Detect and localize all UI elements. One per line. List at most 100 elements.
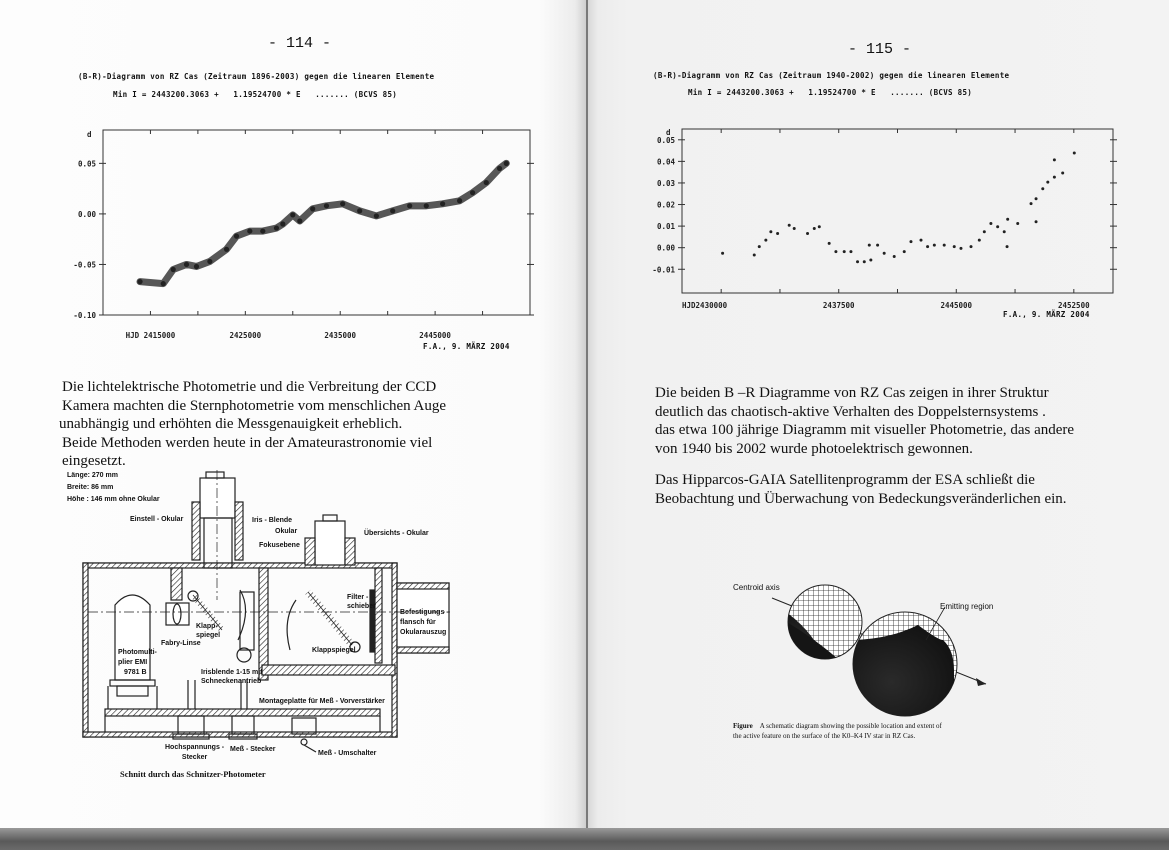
label-fokusebene: Fokusebene: [259, 542, 300, 549]
data-point: [1041, 187, 1045, 191]
text-line: das etwa 100 jährige Diagramm mit visuel…: [655, 422, 1075, 439]
text-line: Die lichtelektrische Photometrie und die…: [62, 379, 437, 395]
y-tick-label: -0.10: [73, 311, 96, 320]
dimension-length: Länge: 270 mm: [67, 472, 118, 479]
label-line: Stecker: [181, 754, 208, 761]
uebersichts-okular-tube: [314, 520, 346, 566]
text-line: Kamera machten die Sternphotometrie vom …: [62, 397, 447, 414]
data-point: [1061, 171, 1065, 175]
data-point: [776, 231, 780, 235]
label-line: flansch für: [400, 619, 436, 626]
data-point: [496, 165, 503, 172]
data-point: [273, 225, 280, 231]
text-line: Beide Methoden werden heute in der Amate…: [62, 434, 433, 451]
data-point: [469, 190, 476, 196]
montageplatte: [104, 708, 381, 717]
data-point: [862, 260, 866, 264]
star-surface-figure: [771, 584, 987, 717]
data-point: [170, 266, 176, 273]
br-chart-left: HJD 2415000 2425000 2435000 2445000 0.05 0.00…: [73, 129, 534, 340]
page-number-left: - 114 -: [268, 35, 332, 52]
label-line: spiegel: [196, 632, 221, 639]
data-point: [752, 253, 756, 257]
label-centroid-axis: Centroid axis: [733, 583, 780, 592]
data-point: [842, 250, 846, 254]
data-point: [942, 243, 946, 247]
body-text-left: Die lichtelektrische Photometrie und die…: [59, 378, 447, 471]
text-line: Die beiden B –R Diagramme von RZ Cas zei…: [655, 385, 1049, 401]
data-point: [892, 255, 896, 259]
label-hochspannungs-stecker: Hochspannungs - Stecker: [165, 743, 224, 763]
label-klappspiegel-right: Klappspiegel: [312, 647, 356, 654]
data-point: [233, 233, 240, 239]
label-line: schieber: [347, 603, 376, 610]
dimension-width: Breite: 86 mm: [67, 484, 114, 491]
data-point: [812, 226, 816, 230]
y-axis-label: d: [87, 130, 92, 139]
data-band: [136, 159, 510, 288]
data-point: [223, 246, 230, 252]
data-point: [787, 223, 791, 227]
data-point: [764, 238, 768, 242]
label-line: Befestigungs -: [400, 609, 449, 616]
befestigungs-flansch: [396, 582, 450, 654]
chart-header-right-line2: Min I = 2443200.3063 + 1.19524700 * E ..…: [688, 88, 973, 97]
data-point: [721, 251, 725, 255]
label-line: Filter -: [347, 594, 369, 601]
data-point: [290, 212, 296, 218]
label-line: Schneckenantrieb: [201, 678, 262, 685]
label-line: plier EMI: [118, 659, 148, 666]
data-point: [390, 208, 396, 214]
figure-caption: Figure A schematic diagram showing the p…: [733, 721, 942, 741]
fabry-linse: [165, 602, 190, 626]
x-tick-label: 2435000: [324, 331, 356, 340]
data-point: [792, 226, 796, 230]
chart-credit-left: F.A., 9. MÄRZ 2004: [423, 342, 510, 351]
data-point: [849, 250, 853, 254]
data-point: [876, 243, 880, 247]
x-tick-label: 2445000: [419, 331, 451, 340]
label-iris-blende: Iris - Blende: [252, 517, 293, 524]
y-tick-label: 0.05: [657, 136, 675, 145]
x-tick-label: HJD2430000: [682, 301, 728, 310]
photomultiplier: [114, 594, 151, 681]
chart-header-left-line2: Min I = 2443200.3063 + 1.19524700 * E ..…: [113, 90, 398, 99]
data-point: [919, 238, 923, 242]
emitting-region-pointer: [925, 606, 946, 641]
data-point: [503, 160, 509, 166]
label-photomultiplier: Photomulti-plier EMI 9781 B: [118, 648, 157, 678]
data-point: [310, 206, 316, 212]
data-point: [902, 250, 906, 254]
caption-line: the active feature on the surface of the…: [733, 732, 916, 740]
data-point: [247, 228, 253, 234]
page-number-right: - 115 -: [848, 41, 912, 58]
data-point: [909, 240, 913, 244]
data-point: [969, 245, 973, 249]
label-einstell-okular: Einstell - Okular: [130, 516, 184, 523]
data-point: [183, 261, 190, 268]
book-gutter: [586, 0, 588, 830]
x-tick-label: HJD 2415000: [126, 331, 176, 340]
data-point: [407, 203, 413, 209]
label-irisblende: Irisblende 1-15 mit Schneckenantrieb: [201, 668, 262, 686]
caption-label: Figure: [733, 722, 753, 730]
y-tick-label: 0.01: [657, 222, 676, 231]
data-point: [456, 198, 463, 204]
text-line: von 1940 bis 2002 wurde photoelektrisch …: [655, 440, 973, 457]
data-point: [1052, 158, 1056, 162]
chart-header-right-line1: (B-R)-Diagramm von RZ Cas (Zeitraum 1940…: [653, 71, 1010, 80]
plot-frame: [102, 129, 531, 316]
caption-line: A schematic diagram showing the possible…: [759, 722, 942, 730]
br-chart-right: HJD2430000 2437500 2445000 2452500 0.05 0.04 0…: [652, 128, 1117, 310]
data-point: [193, 263, 200, 270]
data-point: [867, 243, 871, 247]
text-line: Das Hipparcos-GAIA Satellitenprogramm de…: [655, 472, 1035, 488]
data-point: [1052, 175, 1056, 179]
data-point: [769, 230, 773, 234]
data-point: [1034, 220, 1038, 224]
data-point: [1046, 180, 1050, 184]
diagram-caption: Schnitt durch das Schnitzer-Photometer: [120, 769, 266, 779]
data-point: [926, 245, 930, 249]
y-tick-label: -0.05: [73, 260, 96, 269]
data-point: [959, 246, 963, 250]
